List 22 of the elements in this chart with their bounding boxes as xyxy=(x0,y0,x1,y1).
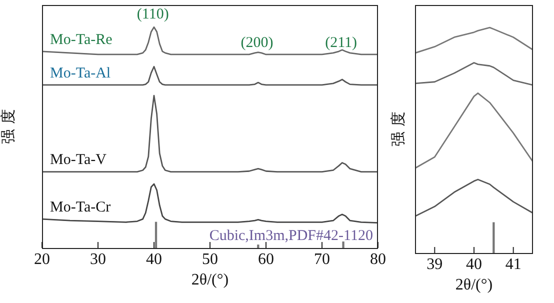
x-tick-label: 30 xyxy=(90,250,106,268)
y-axis-title: 强 度 xyxy=(388,112,407,146)
x-tick-label: 40 xyxy=(146,250,162,268)
annotation: Cubic,Im3m,PDF#42-1120 xyxy=(209,228,373,244)
text: (110) xyxy=(136,6,169,23)
x-tick-label: 39 xyxy=(426,256,443,273)
x-tick-label: 20 xyxy=(34,250,50,268)
x-tick-label: 41 xyxy=(505,256,522,273)
x-tick-label: 70 xyxy=(314,250,330,268)
x-axis-title: 2θ/(°) xyxy=(455,276,493,294)
annotation: (200) xyxy=(240,34,274,51)
x-axis-title: 2θ/(°) xyxy=(191,272,229,289)
y-axis-title: 强 度 xyxy=(0,109,17,144)
series-label: Mo-Ta-Al xyxy=(50,65,111,82)
series-label: Mo-Ta-Cr xyxy=(50,200,111,216)
x-tick-label: 80 xyxy=(370,250,386,268)
x-tick-label: 50 xyxy=(202,250,218,268)
series-label: Mo-Ta-V xyxy=(50,152,107,168)
annotation: (211) xyxy=(325,34,358,51)
x-tick-label: 60 xyxy=(258,250,274,268)
series-label: Mo-Ta-Re xyxy=(50,32,113,48)
x-tick-label: 40 xyxy=(466,256,482,273)
